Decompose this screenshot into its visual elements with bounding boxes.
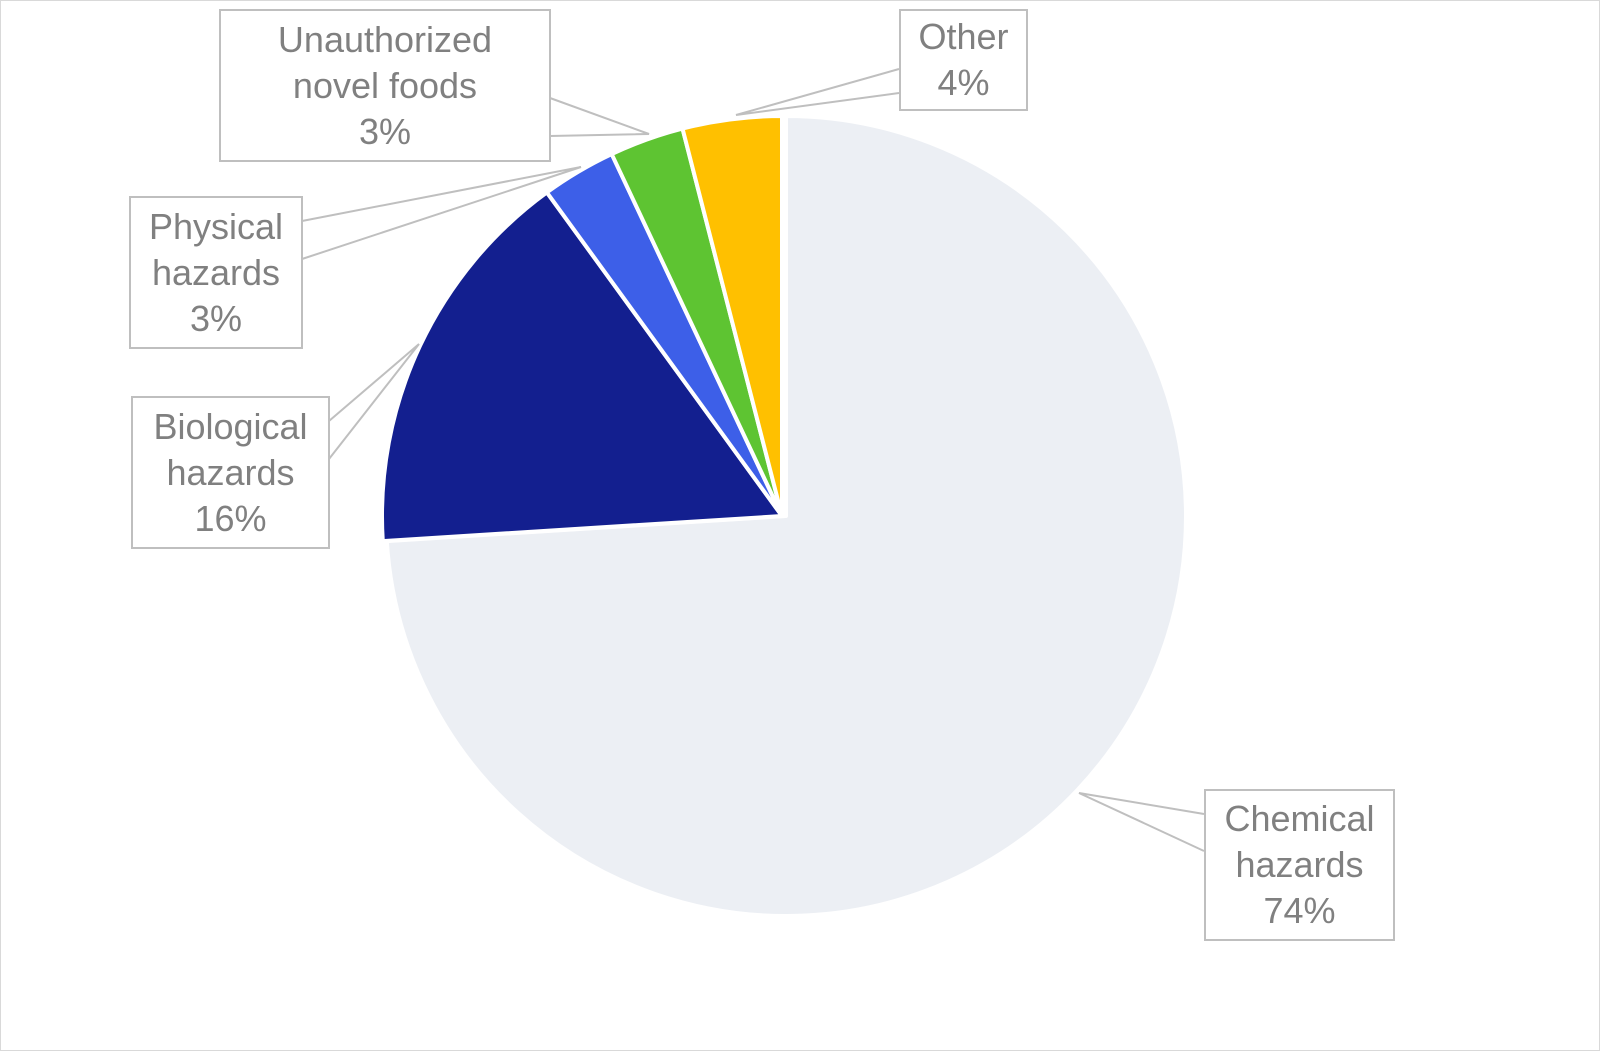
leader-line-other: [735, 68, 900, 116]
data-label-chemical: Chemical hazards 74%: [1204, 789, 1395, 941]
label-value: 4%: [937, 62, 990, 103]
leader-line-physical: [301, 166, 582, 260]
data-label-novel-foods: Unauthorized novel foods 3%: [219, 9, 551, 162]
leader-line-novel-foods: [549, 97, 650, 137]
label-value: 16%: [194, 497, 267, 539]
data-label-biological: Biological hazards 16%: [131, 396, 330, 549]
label-name: hazards: [1235, 844, 1364, 885]
pie-slice-chemical-hazards: [384, 114, 1188, 918]
label-name: novel foods: [292, 64, 478, 106]
label-name: Unauthorized: [277, 18, 493, 60]
label-value: 74%: [1263, 890, 1336, 931]
label-name: Other: [918, 16, 1009, 57]
pie-slice-biological-hazards: [380, 190, 784, 544]
data-label-physical: Physical hazards 3%: [129, 196, 303, 349]
pie-slice-other: [680, 114, 784, 518]
label-name: hazards: [166, 451, 295, 493]
data-label-other: Other 4%: [899, 9, 1028, 111]
label-value: 3%: [358, 110, 412, 152]
label-value: 3%: [189, 297, 243, 339]
label-name: hazards: [151, 251, 281, 293]
label-name: Biological: [153, 405, 308, 447]
label-name: Chemical: [1224, 798, 1375, 839]
leader-line-chemical: [1078, 792, 1205, 852]
leader-line-biological: [328, 343, 420, 460]
label-name: Physical: [148, 205, 284, 247]
